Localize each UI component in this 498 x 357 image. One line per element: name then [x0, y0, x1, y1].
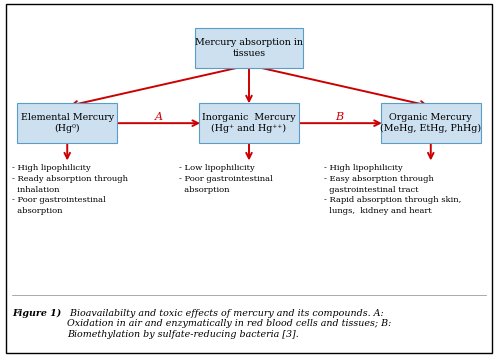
- FancyBboxPatch shape: [17, 104, 118, 143]
- Text: Mercury absorption in
tissues: Mercury absorption in tissues: [195, 39, 303, 58]
- Text: B: B: [336, 112, 344, 122]
- Text: - High lipophilicity
- Ready absorption through
  inhalation
- Poor gastrointest: - High lipophilicity - Ready absorption …: [12, 164, 128, 215]
- Text: Bioavailabilty and toxic effects of mercury and its compounds. A:
Oxidation in a: Bioavailabilty and toxic effects of merc…: [67, 309, 391, 338]
- FancyBboxPatch shape: [195, 29, 303, 68]
- Text: A: A: [154, 112, 162, 122]
- Text: - High lipophilicity
- Easy absorption through
  gastrointestinal tract
- Rapid : - High lipophilicity - Easy absorption t…: [324, 164, 461, 215]
- Text: Inorganic  Mercury
(Hg⁺ and Hg⁺⁺): Inorganic Mercury (Hg⁺ and Hg⁺⁺): [202, 114, 296, 133]
- FancyBboxPatch shape: [199, 104, 299, 143]
- Text: Figure 1): Figure 1): [12, 309, 62, 318]
- Text: Elemental Mercury
(Hg⁰): Elemental Mercury (Hg⁰): [21, 114, 114, 133]
- FancyBboxPatch shape: [6, 4, 492, 353]
- FancyBboxPatch shape: [380, 104, 481, 143]
- Text: - Low lipophilicity
- Poor gastrointestinal
  absorption: - Low lipophilicity - Poor gastrointesti…: [179, 164, 273, 193]
- Text: Organic Mercury
(MeHg, EtHg, PhHg): Organic Mercury (MeHg, EtHg, PhHg): [380, 114, 482, 133]
